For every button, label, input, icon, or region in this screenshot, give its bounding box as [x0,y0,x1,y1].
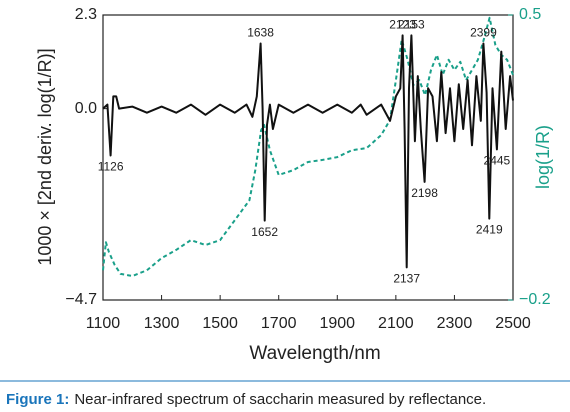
plot-frame [102,14,514,301]
x-tick-label: 2500 [495,315,531,332]
peak-label: 2123 [389,18,416,32]
x-tick-label: 2300 [437,315,473,332]
x-axis-label: Wavelength/nm [249,343,380,364]
y-tick-label: 2.3 [75,6,97,23]
peak-label: 2198 [411,186,438,200]
caption-text: Near-infrared spectrum of saccharin meas… [74,391,486,408]
caption-label: Figure 1: [6,391,69,408]
caption: Figure 1: Near-infrared spectrum of sacch… [6,391,486,408]
x-tick-label: 1100 [86,315,121,332]
x-tick-label: 1300 [144,315,180,332]
peak-label: 2399 [470,26,497,40]
y2-axis-label: log(1/R) [533,125,553,189]
y2-tick-label: −0.2 [519,291,551,308]
peak-label: 1638 [247,26,274,40]
y-axis-label: 1000 × [2nd deriv. log(1/R)] [35,48,55,265]
peak-label: 2137 [393,272,420,286]
peak-label: 2445 [484,154,511,168]
y-tick-label: −4.7 [65,291,97,308]
x-tick-label: 2100 [378,315,414,332]
series-line [102,34,514,269]
y2-tick-label: 0.5 [519,6,541,23]
x-tick-label: 1700 [261,315,297,332]
peak-label: 2419 [476,223,503,237]
peak-label: 2153 [398,18,425,32]
series-line [102,16,514,277]
x-tick-label: 1500 [202,315,238,332]
peak-label: 1126 [98,160,124,174]
y-tick-label: 0.0 [75,100,97,117]
peak-label: 1652 [251,225,278,239]
x-tick-label: 1900 [319,315,355,332]
